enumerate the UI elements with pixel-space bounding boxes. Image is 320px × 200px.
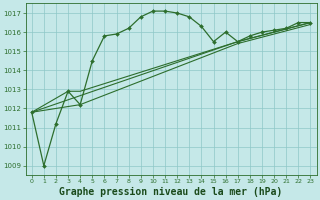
X-axis label: Graphe pression niveau de la mer (hPa): Graphe pression niveau de la mer (hPa) — [60, 186, 283, 197]
